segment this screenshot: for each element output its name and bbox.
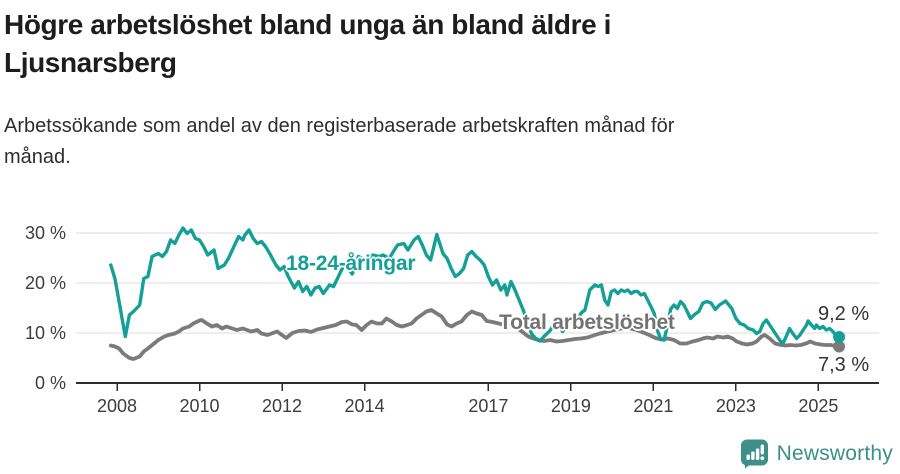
chart-subtitle: Arbetssökande som andel av den registerb…: [4, 111, 844, 173]
y-axis-tick-label: 10 %: [25, 323, 66, 343]
series-label-18-24: 18-24-åringar: [286, 252, 416, 275]
page-title: Högre arbetslöshet bland unga än bland ä…: [4, 6, 784, 82]
end-dot-18-24: [833, 331, 846, 343]
y-axis-tick-label: 0 %: [35, 373, 66, 393]
series-label-total: Total arbetslöshet: [499, 311, 675, 334]
series-line-18-24: [109, 226, 841, 346]
series-line-total: [108, 308, 841, 361]
x-axis-tick-label: 2012: [262, 396, 302, 416]
x-axis-tick-label: 2017: [468, 396, 508, 416]
x-axis-tick-label: 2008: [97, 396, 137, 416]
y-axis-tick-label: 20 %: [25, 273, 66, 293]
newsworthy-icon: [740, 439, 768, 469]
end-value-label-18-24: 9,2 %: [818, 303, 870, 325]
x-axis-tick-label: 2014: [345, 396, 385, 416]
x-axis-tick-label: 2023: [716, 396, 756, 416]
x-axis-tick-label: 2025: [798, 396, 838, 416]
title-line-1: Högre arbetslöshet bland unga än bland ä…: [4, 9, 612, 40]
end-dot-total: [833, 340, 846, 353]
subtitle-line-2: månad.: [4, 146, 71, 168]
newsworthy-wordmark: Newsworthy: [776, 441, 893, 465]
newsworthy-logo[interactable]: Newsworthy: [740, 438, 893, 469]
x-axis-tick-label: 2021: [633, 396, 673, 416]
y-axis-tick-label: 30 %: [25, 223, 66, 243]
title-line-2: Ljusnarsberg: [4, 47, 177, 78]
end-value-label-total: 7,3 %: [818, 354, 870, 376]
subtitle-line-1: Arbetssökande som andel av den registerb…: [4, 115, 675, 137]
x-axis-tick-label: 2010: [179, 396, 219, 416]
x-axis-tick-label: 2019: [551, 396, 591, 416]
